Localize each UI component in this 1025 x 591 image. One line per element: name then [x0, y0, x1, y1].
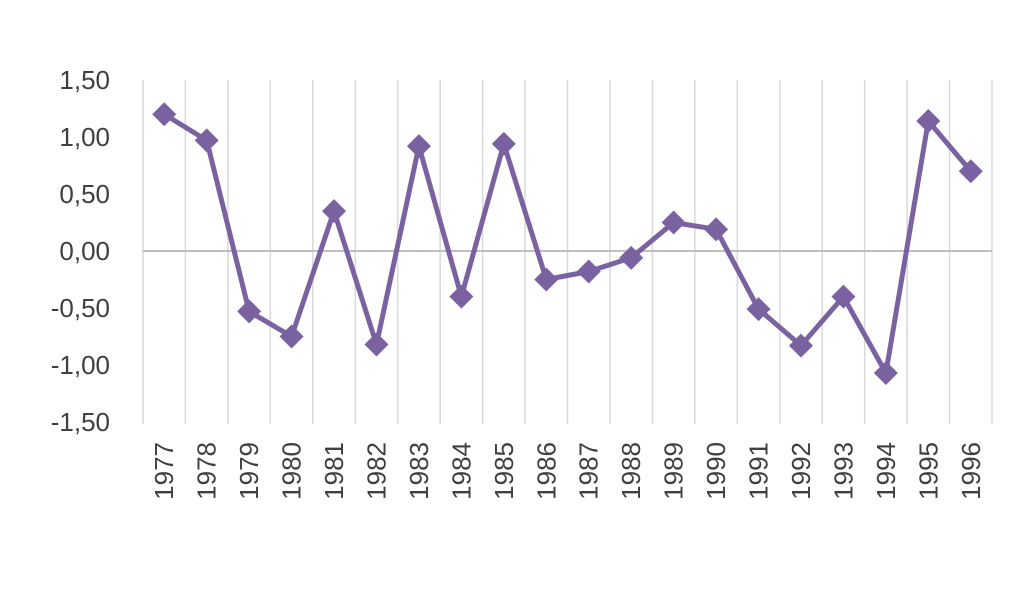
- data-point-marker: [194, 128, 219, 153]
- x-tick-label: 1989: [659, 442, 689, 500]
- x-tick-label: 1988: [616, 442, 646, 500]
- x-tick-label: 1981: [319, 442, 349, 500]
- x-tick-label: 1978: [192, 442, 222, 500]
- series-layer: [152, 102, 983, 385]
- series-line: [162, 112, 973, 376]
- data-point-marker: [746, 297, 771, 322]
- data-point-marker: [237, 299, 262, 324]
- data-point-marker: [916, 109, 941, 134]
- x-tick-label: 1979: [234, 442, 264, 500]
- data-point-marker: [873, 360, 898, 385]
- x-tick-label: 1994: [871, 442, 901, 500]
- y-tick-label: 0,00: [59, 236, 110, 266]
- data-point-marker: [364, 332, 389, 357]
- x-tick-label: 1986: [531, 442, 561, 500]
- data-point-marker: [788, 333, 813, 358]
- x-tick-label: 1995: [913, 442, 943, 500]
- y-tick-label: -1,50: [51, 407, 110, 437]
- data-point-marker: [449, 284, 474, 309]
- x-tick-label: 1983: [404, 442, 434, 500]
- data-point-marker: [406, 134, 431, 159]
- x-tick-label: 1984: [446, 442, 476, 500]
- data-point-marker: [534, 267, 559, 292]
- data-point-marker: [322, 199, 347, 224]
- x-tick-label: 1985: [489, 442, 519, 500]
- y-tick-label: -0,50: [51, 293, 110, 323]
- data-point-marker: [958, 159, 983, 184]
- data-point-marker: [279, 324, 304, 349]
- y-tick-label: 1,50: [59, 65, 110, 95]
- data-point-marker: [491, 131, 516, 156]
- x-tick-label: 1977: [149, 442, 179, 500]
- x-tick-label: 1990: [701, 442, 731, 500]
- x-tick-label: 1991: [744, 442, 774, 500]
- data-point-marker: [619, 245, 644, 270]
- x-tick-label: 1993: [828, 442, 858, 500]
- x-tick-label: 1987: [574, 442, 604, 500]
- y-axis: 1,50 1,00 0,50 0,00 -0,50 -1,00 -1,50: [51, 65, 110, 437]
- data-point-marker: [576, 259, 601, 284]
- y-tick-label: 0,50: [59, 179, 110, 209]
- y-tick-label: -1,00: [51, 350, 110, 380]
- x-axis: 1977 1978 1979 1980 1981 1982 1983 1984 1985 1986…: [149, 442, 986, 500]
- x-tick-label: 1980: [277, 442, 307, 500]
- data-point-marker: [152, 102, 177, 127]
- data-point-marker: [831, 284, 856, 309]
- y-tick-label: 1,00: [59, 122, 110, 152]
- data-point-marker: [704, 217, 729, 242]
- x-tick-label: 1982: [361, 442, 391, 500]
- x-tick-label: 1996: [956, 442, 986, 500]
- data-point-marker: [661, 210, 686, 235]
- x-tick-label: 1992: [786, 442, 816, 500]
